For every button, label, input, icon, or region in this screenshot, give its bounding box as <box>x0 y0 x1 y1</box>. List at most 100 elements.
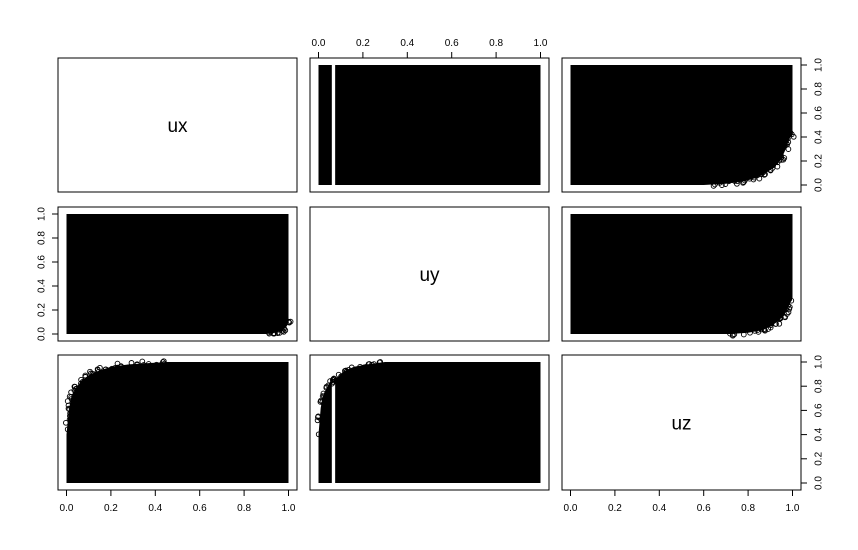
data-point <box>63 419 69 426</box>
data-point <box>71 387 78 394</box>
data-point <box>740 179 747 185</box>
data-point <box>114 364 121 371</box>
tick-label: 0.8 <box>37 231 48 245</box>
tick-label: 0.2 <box>104 503 118 514</box>
data-point <box>66 406 73 413</box>
data-point <box>102 366 109 373</box>
data-point <box>758 171 765 177</box>
data-point <box>78 376 84 383</box>
data-point <box>786 296 793 303</box>
data-point <box>128 360 135 366</box>
data-point <box>790 133 797 140</box>
scatter-uz-vs-uy <box>314 359 541 484</box>
panel-2-3 <box>561 206 802 342</box>
point-mass <box>570 214 793 334</box>
data-point <box>730 331 736 338</box>
data-point <box>66 416 73 423</box>
tick-label: 0.6 <box>697 503 711 514</box>
data-point <box>348 364 355 371</box>
scatter-ux-vs-uy <box>318 64 541 186</box>
data-point <box>65 402 72 409</box>
data-point <box>782 314 788 321</box>
data-point <box>271 330 277 337</box>
tick-label: 1.0 <box>786 503 800 514</box>
scatter-uz-vs-ux <box>63 358 289 483</box>
tick-label: 0.0 <box>564 503 578 514</box>
panel-1-1: ux <box>57 57 298 193</box>
point-mass <box>318 362 541 483</box>
data-point <box>722 181 729 187</box>
data-point <box>719 182 725 188</box>
data-point <box>767 166 774 173</box>
data-point <box>751 328 758 334</box>
data-point <box>145 361 152 367</box>
data-point <box>746 175 753 182</box>
data-point <box>161 360 168 367</box>
tick-label: 1.0 <box>37 207 48 221</box>
variable-label-uy: uy <box>419 265 440 286</box>
data-point <box>320 400 327 407</box>
panel-frame <box>309 206 550 342</box>
data-point <box>377 359 384 365</box>
tick-label: 0.4 <box>814 427 825 441</box>
data-point <box>160 358 167 365</box>
data-point <box>726 178 732 184</box>
data-point <box>731 178 738 184</box>
data-point <box>320 390 327 397</box>
data-point <box>747 329 753 336</box>
point-mass <box>66 362 289 483</box>
point-mass <box>318 65 541 185</box>
tick-label: 0.8 <box>814 82 825 96</box>
data-point <box>762 327 768 334</box>
data-point <box>333 377 339 384</box>
panel-frame <box>57 57 298 193</box>
data-point <box>153 361 160 368</box>
y-axis-right-row1: 0.0 0.2 0.4 0.6 0.8 1.0 <box>800 58 825 192</box>
point-mass <box>66 214 289 334</box>
data-point <box>82 372 89 379</box>
data-point <box>314 417 321 424</box>
data-point <box>67 413 73 419</box>
tick-label: 0.8 <box>741 503 755 514</box>
data-point <box>315 431 322 438</box>
scatter-ux-vs-uz <box>570 65 797 189</box>
tick-label: 0.6 <box>814 106 825 120</box>
data-point <box>778 154 785 161</box>
panel-frame <box>561 206 802 342</box>
data-point <box>712 181 718 188</box>
data-point <box>740 331 747 338</box>
data-point <box>274 329 281 336</box>
data-point <box>286 319 293 326</box>
data-point <box>727 330 733 337</box>
variable-label-uz: uz <box>671 414 691 435</box>
data-point <box>78 380 84 387</box>
data-point <box>371 361 377 367</box>
x-axis-top-col2: 0.0 0.2 0.4 0.6 0.8 1.0 <box>312 38 548 59</box>
tick-label: 1.0 <box>814 355 825 369</box>
tick-label: 0.0 <box>814 178 825 192</box>
tick-label: 1.0 <box>282 503 296 514</box>
data-point <box>280 328 287 335</box>
data-point <box>109 365 115 372</box>
data-point <box>756 175 763 182</box>
tick-label: 0.4 <box>148 503 162 514</box>
y-axis-right-row3: 0.0 0.2 0.4 0.6 0.8 1.0 <box>800 355 825 490</box>
data-point <box>785 309 792 316</box>
point-mass <box>570 65 793 185</box>
panel-3-2 <box>309 354 550 491</box>
data-point <box>112 364 119 371</box>
scatter-uy-vs-uz <box>570 214 795 339</box>
tick-label: 0.2 <box>814 451 825 465</box>
tick-label: 0.4 <box>652 503 666 514</box>
data-point <box>281 325 287 332</box>
tick-label: 0.8 <box>489 38 503 49</box>
x-axis-bottom-col3: 0.0 0.2 0.4 0.6 0.8 1.0 <box>564 489 800 514</box>
data-point <box>363 363 369 370</box>
data-point <box>758 326 765 333</box>
scatter-uy-vs-ux <box>66 214 294 337</box>
panel-2-2: uy <box>309 206 550 342</box>
data-point <box>315 413 322 420</box>
data-point <box>342 368 348 374</box>
tick-label: 0.0 <box>814 476 825 490</box>
